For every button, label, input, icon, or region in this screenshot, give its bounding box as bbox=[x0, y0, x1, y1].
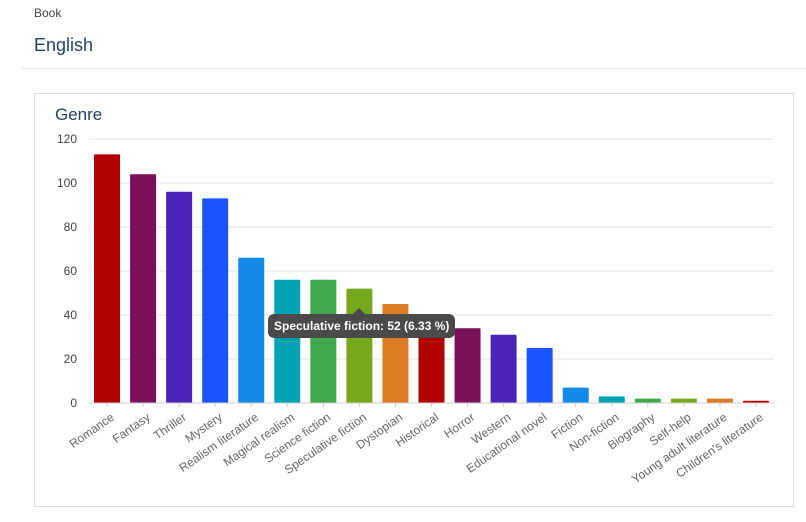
x-tick-label: Thriller bbox=[151, 410, 189, 443]
bar-educational-novel[interactable] bbox=[526, 348, 553, 403]
chart-title: Genre bbox=[55, 105, 103, 124]
chart-bars bbox=[94, 154, 769, 403]
bar-thriller[interactable] bbox=[166, 191, 193, 403]
y-tick-label: 40 bbox=[64, 308, 78, 322]
breadcrumb[interactable]: Book bbox=[34, 6, 62, 20]
y-tick-label: 20 bbox=[64, 352, 78, 366]
bar-tooltip: Speculative fiction: 52 (6.33 %) bbox=[268, 308, 456, 338]
y-tick-label: 60 bbox=[64, 264, 78, 278]
bar-children-s-literature[interactable] bbox=[742, 400, 769, 403]
page-title: English bbox=[34, 35, 94, 55]
y-tick-label: 80 bbox=[64, 220, 78, 234]
bar-realism-literature[interactable] bbox=[238, 257, 265, 403]
bar-historical[interactable] bbox=[418, 330, 445, 403]
bar-fantasy[interactable] bbox=[130, 174, 157, 403]
bar-speculative-fiction[interactable] bbox=[346, 288, 373, 403]
bar-magical-realism[interactable] bbox=[274, 279, 301, 403]
bar-science-fiction[interactable] bbox=[310, 279, 337, 403]
bar-young-adult-literature[interactable] bbox=[706, 398, 733, 403]
header-divider bbox=[22, 68, 806, 69]
bar-self-help[interactable] bbox=[670, 398, 697, 403]
bar-fiction[interactable] bbox=[562, 387, 589, 403]
bar-romance[interactable] bbox=[94, 154, 121, 403]
bar-biography[interactable] bbox=[634, 398, 661, 403]
y-tick-label: 100 bbox=[57, 176, 77, 190]
y-tick-label: 120 bbox=[57, 132, 77, 146]
bar-horror[interactable] bbox=[454, 328, 481, 403]
x-tick-label: Fantasy bbox=[110, 410, 153, 446]
y-axis: 0 20 40 60 80 100 120 bbox=[57, 132, 77, 410]
bar-western[interactable] bbox=[490, 334, 517, 403]
x-tick-label: Romance bbox=[67, 410, 117, 451]
bar-non-fiction[interactable] bbox=[598, 396, 625, 403]
bar-mystery[interactable] bbox=[202, 198, 229, 403]
chart-card bbox=[34, 93, 794, 507]
y-tick-label: 0 bbox=[70, 396, 77, 410]
